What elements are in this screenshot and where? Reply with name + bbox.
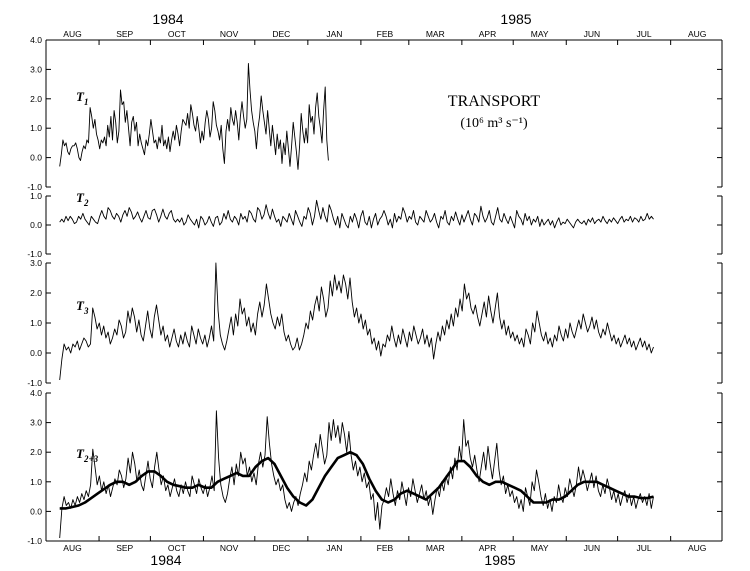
y-tick-label-T2+3: 1.0 xyxy=(30,477,42,487)
month-label-top: APR xyxy=(479,29,496,39)
month-label-bottom: JAN xyxy=(326,543,342,553)
traces-layer xyxy=(59,63,654,539)
series-label-T2+3: T2+3 xyxy=(76,446,99,464)
y-tick-label-T1: 0.0 xyxy=(30,153,42,163)
y-tick-label-T1: 3.0 xyxy=(30,64,42,74)
year-label-bottom-1984: 1984 xyxy=(150,552,181,568)
month-label-top: AUG xyxy=(63,29,81,39)
y-tick-label-T2+3: 0.0 xyxy=(30,506,42,516)
y-tick-label-T2+3: 2.0 xyxy=(30,447,42,457)
year-label-top-1984: 1984 xyxy=(152,11,183,27)
y-tick-label-T2+3: 3.0 xyxy=(30,418,42,428)
y-tick-label-T1: 2.0 xyxy=(30,94,42,104)
y-tick-label-T2: 0.0 xyxy=(30,220,42,230)
y-tick-label-T1: 1.0 xyxy=(30,123,42,133)
month-label-top: JUL xyxy=(637,29,652,39)
month-label-top: MAR xyxy=(426,29,445,39)
month-label-top: OCT xyxy=(168,29,186,39)
month-label-bottom: APR xyxy=(479,543,496,553)
month-label-bottom: SEP xyxy=(116,543,133,553)
month-label-top: NOV xyxy=(220,29,239,39)
series-label-T1: T1 xyxy=(76,89,88,107)
y-tick-label-T3: 2.0 xyxy=(30,288,42,298)
labels-layer: 1984 1985 1984 1985 TRANSPORT (10⁶ m³ s⁻… xyxy=(27,11,706,568)
month-label-bottom: MAR xyxy=(426,543,445,553)
series-label-T2: T2 xyxy=(76,190,89,208)
month-label-bottom: AUG xyxy=(688,543,706,553)
y-tick-label-T1: 4.0 xyxy=(30,35,42,45)
y-tick-label-T2+3: 4.0 xyxy=(30,388,42,398)
series-line-T2 xyxy=(59,199,654,229)
chart-title: TRANSPORT xyxy=(448,93,541,110)
chart-units: (10⁶ m³ s⁻¹) xyxy=(460,116,528,131)
month-label-bottom: MAY xyxy=(531,543,549,553)
year-label-top-1985: 1985 xyxy=(500,11,531,27)
month-label-bottom: FEB xyxy=(377,543,394,553)
y-tick-label-T3: 1.0 xyxy=(30,318,42,328)
series-line-T3 xyxy=(59,262,654,381)
month-label-top: FEB xyxy=(377,29,394,39)
year-label-bottom-1985: 1985 xyxy=(484,552,515,568)
y-tick-label-T1: -1.0 xyxy=(27,182,42,192)
y-tick-label-T2: -1.0 xyxy=(27,249,42,259)
month-label-top: SEP xyxy=(116,29,133,39)
axes-layer xyxy=(45,39,723,542)
month-label-bottom: NOV xyxy=(220,543,239,553)
month-label-bottom: DEC xyxy=(272,543,290,553)
series-line-T2+3-smoothed xyxy=(59,450,654,510)
month-label-top: DEC xyxy=(272,29,290,39)
month-label-bottom: JUL xyxy=(637,543,652,553)
month-label-top: JUN xyxy=(584,29,601,39)
y-tick-label-T3: -1.0 xyxy=(27,378,42,388)
y-tick-label-T2+3: -1.0 xyxy=(27,536,42,546)
month-label-top: AUG xyxy=(688,29,706,39)
y-tick-label-T3: 0.0 xyxy=(30,348,42,358)
month-label-top: MAY xyxy=(531,29,549,39)
series-label-T3: T3 xyxy=(76,298,89,316)
series-line-T2+3 xyxy=(59,410,654,539)
month-label-top: JAN xyxy=(326,29,342,39)
y-tick-label-T3: 3.0 xyxy=(30,258,42,268)
month-label-bottom: AUG xyxy=(63,543,81,553)
month-label-bottom: OCT xyxy=(168,543,186,553)
month-label-bottom: JUN xyxy=(584,543,601,553)
series-line-T1 xyxy=(59,63,329,170)
y-tick-label-T2: 1.0 xyxy=(30,191,42,201)
